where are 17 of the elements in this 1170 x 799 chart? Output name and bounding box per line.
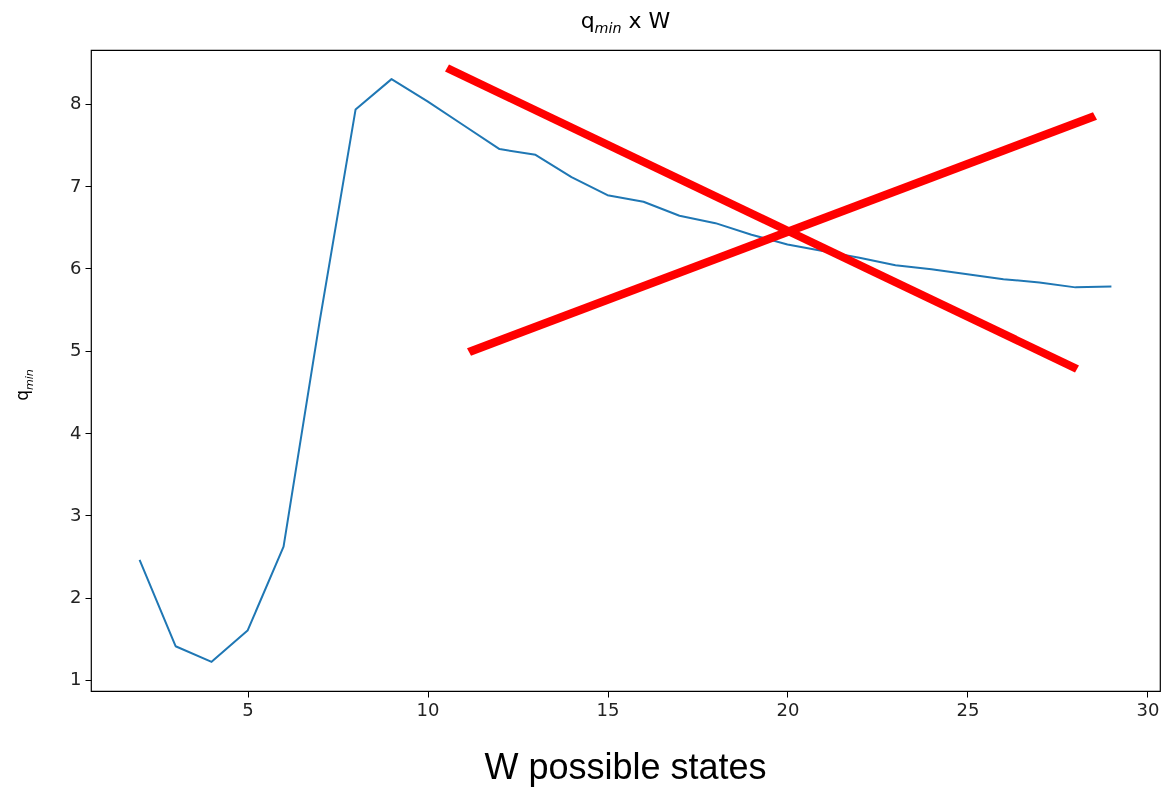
x-tick-label: 30	[1136, 698, 1160, 720]
y-tick-label: 4	[70, 421, 82, 443]
y-tick-label: 5	[70, 339, 82, 361]
chart-title: q$_{min}$ x W	[579, 8, 672, 37]
y-tick-label: 7	[70, 174, 82, 196]
x-tick-label: 15	[596, 698, 620, 720]
x-axis-title: W possible states	[483, 746, 768, 788]
y-tick-label: 1	[70, 668, 82, 690]
y-tick-label: 8	[70, 92, 82, 114]
y-tick-label: 2	[70, 586, 82, 608]
x-tick-label: 20	[776, 698, 800, 720]
y-tick-label: 3	[70, 503, 82, 525]
x-tick-label: 25	[956, 698, 980, 720]
x-tick-label: 10	[416, 698, 440, 720]
x-tick-label: 5	[242, 698, 254, 720]
y-tick-label: 6	[70, 256, 82, 278]
line-series	[138, 78, 1113, 663]
